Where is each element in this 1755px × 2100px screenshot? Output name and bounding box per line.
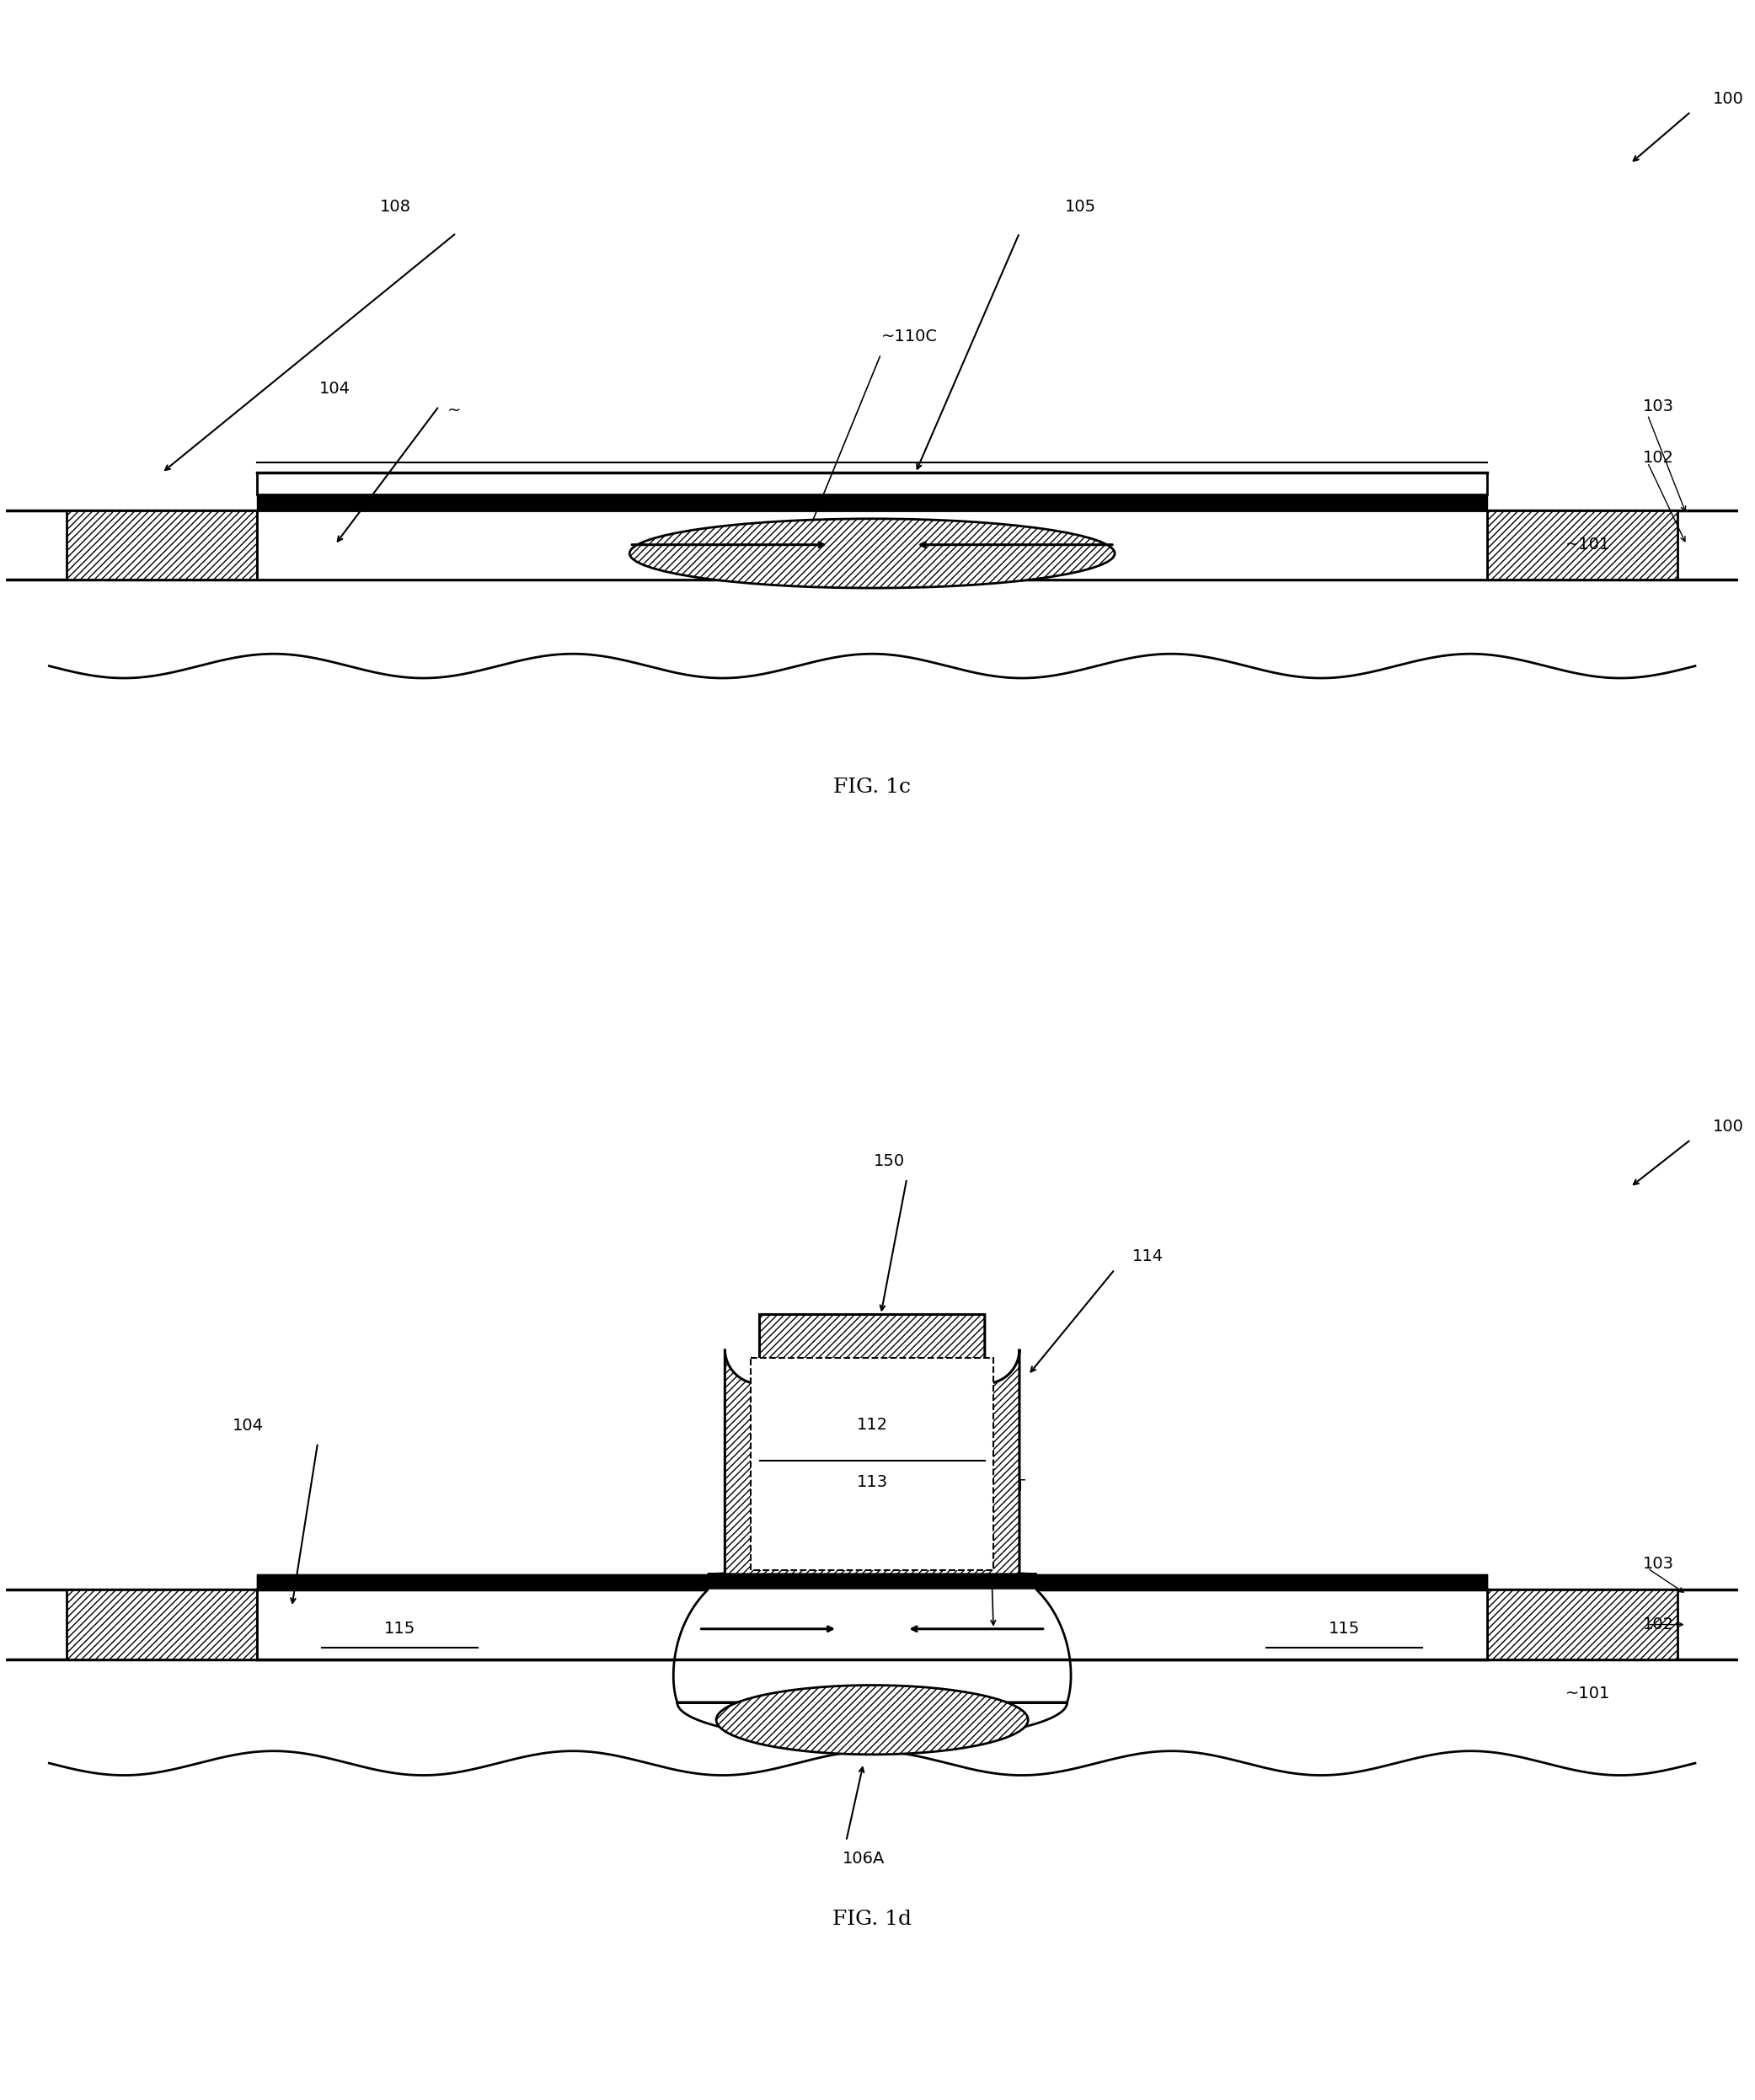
Bar bbox=[1486, 1590, 1678, 1659]
Polygon shape bbox=[707, 1315, 1037, 1575]
Text: 103: 103 bbox=[1643, 1556, 1674, 1573]
Bar bbox=[256, 1590, 1486, 1659]
Bar bbox=[67, 510, 256, 580]
Text: FIG. 1c: FIG. 1c bbox=[834, 777, 911, 796]
Polygon shape bbox=[674, 1590, 1071, 1741]
Text: 115: 115 bbox=[1329, 1621, 1360, 1636]
Text: 104: 104 bbox=[233, 1418, 263, 1434]
Text: 105: 105 bbox=[1065, 200, 1095, 214]
Bar bbox=[1486, 510, 1678, 580]
Text: ~101: ~101 bbox=[1565, 538, 1609, 552]
Text: 102: 102 bbox=[1643, 449, 1674, 466]
Text: 100: 100 bbox=[1713, 90, 1743, 107]
Text: 106A: 106A bbox=[842, 1850, 885, 1867]
Text: 106A: 106A bbox=[1002, 554, 1044, 569]
Bar bbox=[67, 1590, 256, 1659]
Text: 108: 108 bbox=[381, 200, 411, 214]
Text: ~110C: ~110C bbox=[881, 330, 937, 344]
Text: 113: 113 bbox=[856, 1474, 888, 1491]
Bar bbox=[256, 473, 1486, 494]
Text: ~: ~ bbox=[448, 403, 462, 418]
Ellipse shape bbox=[716, 1684, 1028, 1754]
Text: 110T: 110T bbox=[985, 1478, 1027, 1493]
Text: 103: 103 bbox=[1643, 399, 1674, 414]
Ellipse shape bbox=[630, 519, 1114, 588]
Bar bbox=[256, 510, 1486, 580]
Text: 104: 104 bbox=[319, 380, 351, 397]
Text: 102: 102 bbox=[1643, 1617, 1674, 1632]
Text: 115: 115 bbox=[384, 1621, 416, 1636]
Text: 100: 100 bbox=[1713, 1119, 1743, 1134]
Text: 112: 112 bbox=[856, 1418, 888, 1434]
Text: FIG. 1d: FIG. 1d bbox=[832, 1909, 913, 1928]
Text: ~101: ~101 bbox=[1565, 1686, 1609, 1701]
Text: 150: 150 bbox=[874, 1153, 906, 1170]
Bar bbox=[751, 1359, 993, 1571]
Text: 114: 114 bbox=[1132, 1250, 1164, 1264]
